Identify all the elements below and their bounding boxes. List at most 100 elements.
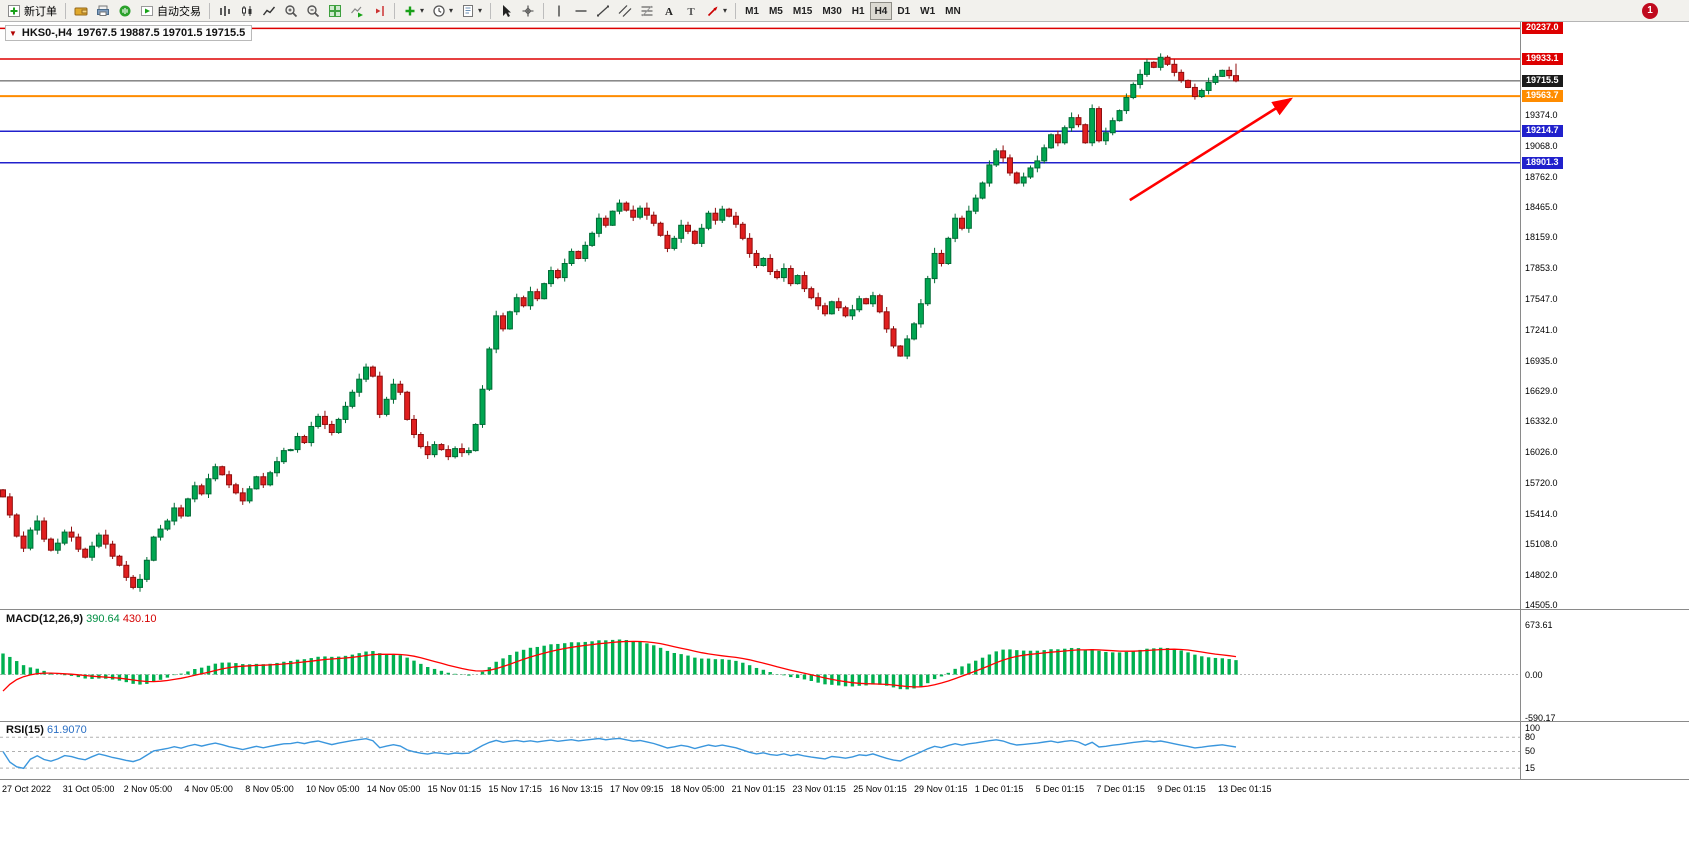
candle-body bbox=[726, 208, 733, 217]
candle-body bbox=[561, 263, 568, 279]
channel-button[interactable] bbox=[614, 1, 636, 21]
fibonacci-button[interactable] bbox=[636, 1, 658, 21]
price-line-label: 20237.0 bbox=[1522, 22, 1563, 35]
indicators-button[interactable]: ▾ bbox=[399, 1, 428, 21]
candle-body bbox=[1109, 120, 1116, 134]
macd-main-value: 390.64 bbox=[86, 613, 120, 625]
price-chart[interactable] bbox=[0, 22, 1520, 798]
candle-body bbox=[1143, 61, 1150, 75]
candle-body bbox=[780, 268, 787, 279]
template-icon bbox=[463, 4, 474, 17]
trendline-button[interactable] bbox=[592, 1, 614, 21]
text-icon: A bbox=[665, 6, 673, 18]
chart-menu-icon[interactable]: ▼ bbox=[9, 28, 17, 38]
candle-body bbox=[1061, 127, 1068, 144]
auto-scroll-button[interactable] bbox=[346, 1, 368, 21]
candle-body bbox=[308, 425, 315, 444]
zoom-out-button[interactable] bbox=[302, 1, 324, 21]
candle-body bbox=[178, 507, 185, 517]
candle-body bbox=[452, 448, 459, 458]
candle-body bbox=[965, 210, 972, 229]
zoom-in-button[interactable] bbox=[280, 1, 302, 21]
bar-chart-button[interactable] bbox=[214, 1, 236, 21]
candle-body bbox=[150, 536, 157, 561]
candle-body bbox=[500, 315, 507, 330]
candle-body bbox=[157, 528, 164, 538]
candle-body bbox=[171, 507, 178, 522]
candle-body bbox=[993, 150, 1000, 166]
cursor-button[interactable] bbox=[495, 1, 517, 21]
candle-body bbox=[1075, 117, 1082, 126]
candle-body bbox=[164, 520, 171, 530]
candle-body bbox=[1096, 108, 1102, 142]
crosshair-button[interactable] bbox=[517, 1, 539, 21]
print-button[interactable] bbox=[92, 1, 114, 21]
fibonacci-icon bbox=[641, 5, 653, 16]
line-chart-button[interactable] bbox=[258, 1, 280, 21]
horizontal-line-button[interactable] bbox=[570, 1, 592, 21]
candle-body bbox=[61, 531, 68, 544]
candle-body bbox=[1068, 117, 1075, 129]
toolbar-separator bbox=[209, 2, 210, 19]
pane-separator[interactable] bbox=[0, 609, 1689, 610]
chevron-down-icon: ▾ bbox=[420, 5, 425, 15]
candle-body bbox=[972, 197, 979, 212]
wallet-icon bbox=[74, 7, 88, 15]
candle-body bbox=[294, 436, 301, 451]
candle-body bbox=[869, 295, 876, 305]
candle-body bbox=[1185, 79, 1192, 88]
candle-body bbox=[760, 257, 767, 267]
candle-body bbox=[1130, 83, 1137, 99]
candle-body bbox=[712, 212, 719, 221]
timeframe-m30[interactable]: M30 bbox=[817, 2, 846, 20]
timeframe-mn[interactable]: MN bbox=[940, 2, 966, 20]
timeframe-m1[interactable]: M1 bbox=[740, 2, 764, 20]
arrows-button[interactable]: ▾ bbox=[702, 1, 731, 21]
periods-button[interactable]: ▾ bbox=[428, 1, 457, 21]
notification-badge[interactable]: 1 bbox=[1642, 2, 1658, 19]
candle-body bbox=[102, 534, 109, 545]
price-axis-label: 16026.0 bbox=[1525, 447, 1558, 457]
candle-body bbox=[363, 366, 370, 380]
chevron-down-icon: ▾ bbox=[478, 5, 483, 15]
candle-body bbox=[924, 278, 931, 305]
svg-text:A: A bbox=[665, 6, 673, 18]
vertical-line-button[interactable] bbox=[548, 1, 570, 21]
toolbar-separator bbox=[394, 2, 395, 19]
candle-body bbox=[486, 348, 493, 390]
time-axis-label: 16 Nov 13:15 bbox=[549, 784, 603, 794]
candle-body bbox=[739, 223, 746, 239]
candlestick-chart-button[interactable] bbox=[236, 1, 258, 21]
tile-windows-button[interactable] bbox=[324, 1, 346, 21]
timeframe-h4[interactable]: H4 bbox=[869, 2, 893, 21]
price-line-label: 19715.5 bbox=[1522, 74, 1563, 87]
auto-trading-button[interactable]: 自动交易 bbox=[136, 1, 205, 21]
templates-button[interactable]: ▾ bbox=[457, 1, 486, 21]
timeframe-h1[interactable]: H1 bbox=[847, 2, 870, 20]
timeframe-m5[interactable]: M5 bbox=[764, 2, 788, 20]
new-order-button[interactable]: 新订单 bbox=[3, 1, 61, 21]
candle-body bbox=[205, 478, 212, 495]
candle-body bbox=[959, 217, 965, 229]
time-axis-label: 17 Nov 09:15 bbox=[610, 784, 664, 794]
rsi-value: 61.9070 bbox=[46, 724, 87, 736]
candle-body bbox=[1054, 134, 1061, 144]
alerts-button[interactable] bbox=[114, 1, 136, 21]
candle-body bbox=[472, 423, 479, 452]
time-axis-label: 25 Nov 01:15 bbox=[853, 784, 907, 794]
candle-body bbox=[356, 378, 363, 393]
text-button[interactable]: A bbox=[658, 1, 680, 21]
timeframe-d1[interactable]: D1 bbox=[892, 2, 915, 20]
pane-separator[interactable] bbox=[0, 721, 1689, 722]
timeframe-w1[interactable]: W1 bbox=[915, 2, 940, 20]
timeframe-m15[interactable]: M15 bbox=[788, 2, 817, 20]
text-label-button[interactable]: T bbox=[680, 1, 702, 21]
candle-body bbox=[575, 250, 582, 259]
candle-body bbox=[835, 301, 842, 309]
wallet-button[interactable] bbox=[70, 1, 92, 21]
candle-body bbox=[513, 297, 520, 313]
candle-body bbox=[321, 415, 328, 425]
chart-shift-button[interactable] bbox=[368, 1, 390, 21]
trend-arrow[interactable] bbox=[1129, 97, 1294, 202]
time-axis-label: 21 Nov 01:15 bbox=[731, 784, 786, 794]
